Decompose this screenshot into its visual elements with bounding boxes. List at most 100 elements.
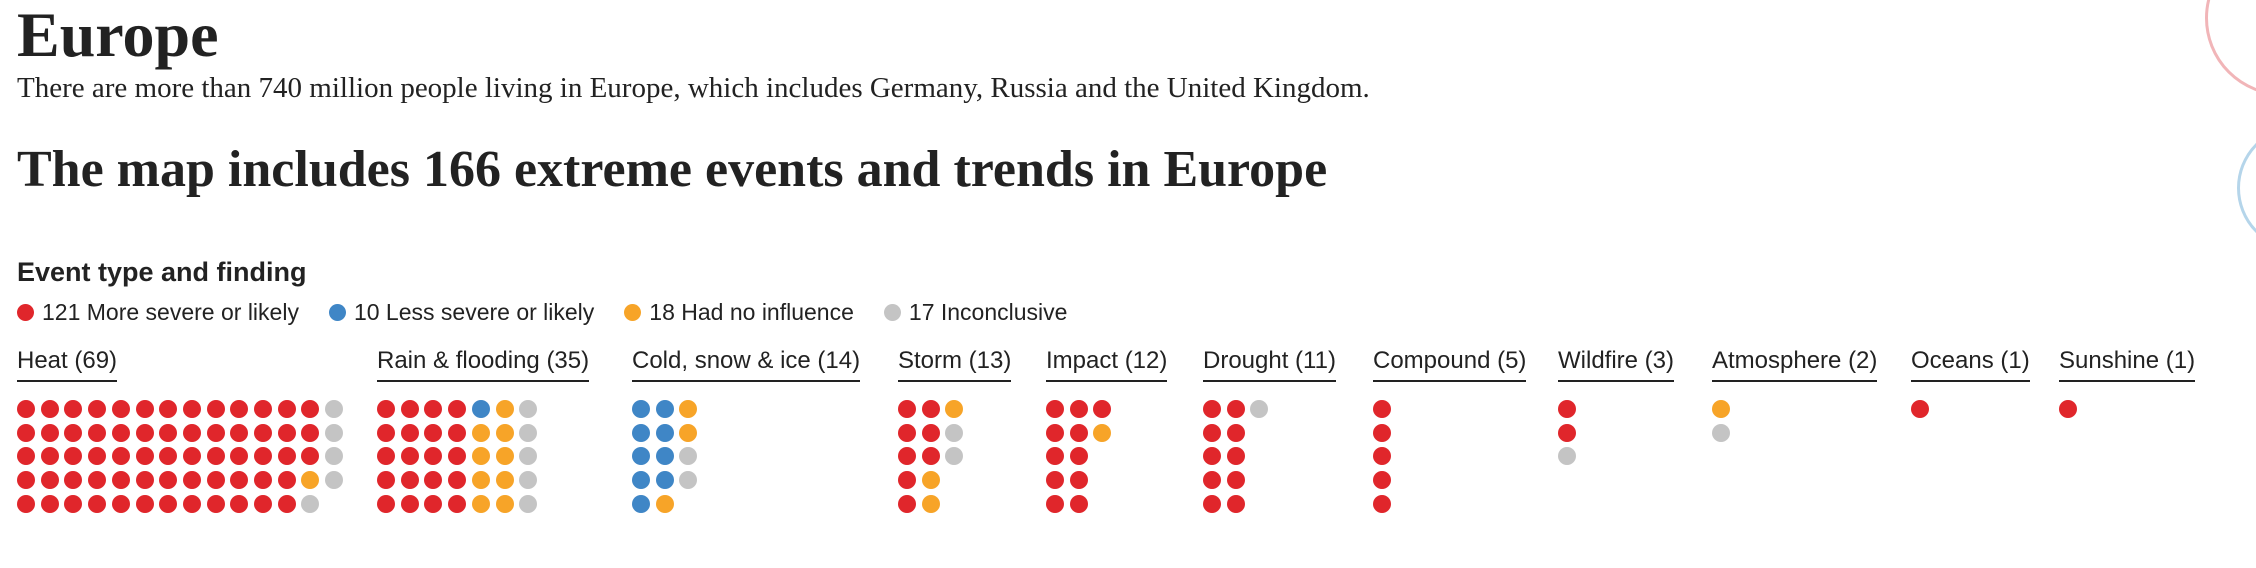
event-group: Sunshine (1): [2059, 346, 2196, 382]
event-group: Storm (13): [898, 346, 1012, 382]
legend-dot: [17, 303, 34, 321]
event-dot: [301, 423, 320, 442]
event-dot: [632, 423, 650, 442]
event-dot: [424, 494, 443, 513]
event-dot: [277, 423, 296, 442]
group-label: Compound (5): [1373, 346, 1527, 382]
event-dot: [377, 400, 395, 418]
event-dot: [301, 471, 320, 490]
event-dot: [1558, 400, 1576, 418]
event-dot: [945, 400, 964, 418]
event-dot: [471, 494, 490, 513]
event-dot: [159, 423, 178, 442]
legend-label: 121 More severe or likely: [42, 299, 299, 325]
event-dot: [64, 400, 83, 418]
event-dot: [1046, 471, 1064, 490]
group-label: Storm (13): [898, 346, 1012, 382]
event-dot: [17, 494, 35, 513]
stamp-decoration: [2237, 125, 2256, 251]
event-dot: [519, 423, 538, 442]
event-dot: [182, 494, 201, 513]
event-dot: [448, 494, 467, 513]
event-dot: [377, 423, 395, 442]
event-dot: [1069, 471, 1088, 490]
event-dot: [921, 400, 940, 418]
event-dot: [632, 447, 650, 466]
event-dot: [655, 494, 674, 513]
event-dot: [1558, 423, 1576, 442]
event-dot: [898, 447, 916, 466]
event-dot: [254, 400, 272, 418]
event-dot: [655, 471, 674, 490]
heading: The map includes 166 extreme events and …: [17, 141, 1328, 198]
event-dot: [448, 471, 467, 490]
event-dot: [325, 400, 344, 418]
event-dot: [448, 447, 467, 466]
legend-label: 10 Less severe or likely: [353, 299, 595, 325]
event-dot: [1373, 400, 1391, 418]
event-dot: [17, 447, 35, 466]
event-dot: [1046, 494, 1064, 513]
event-dot: [519, 400, 538, 418]
event-dot: [254, 447, 272, 466]
event-dot: [111, 447, 130, 466]
event-dot: [64, 494, 83, 513]
event-dot: [400, 400, 419, 418]
event-dot: [277, 400, 296, 418]
event-dot: [632, 471, 650, 490]
group-label: Atmosphere (2): [1712, 346, 1878, 382]
event-dot: [159, 400, 178, 418]
event-dot: [40, 471, 59, 490]
event-dot: [898, 423, 916, 442]
event-dot: [448, 423, 467, 442]
event-group: Drought (11): [1203, 346, 1336, 382]
event-dot: [1046, 423, 1064, 442]
group-label: Cold, snow & ice (14): [632, 346, 861, 382]
event-dot: [277, 494, 296, 513]
event-dot: [230, 447, 249, 466]
event-dot: [206, 423, 225, 442]
event-dot: [135, 423, 154, 442]
event-dot: [1911, 400, 1929, 418]
event-dot: [1226, 471, 1245, 490]
event-dot: [424, 423, 443, 442]
event-dot: [1203, 423, 1221, 442]
event-dot: [182, 400, 201, 418]
legend: 121 More severe or likely 10 Less severe …: [17, 297, 1067, 327]
event-dot: [230, 471, 249, 490]
event-dot: [64, 471, 83, 490]
event-dot: [898, 471, 916, 490]
event-dot: [135, 447, 154, 466]
event-dot: [230, 400, 249, 418]
legend-label: 18 Had no influence: [649, 299, 854, 325]
event-dot: [424, 447, 443, 466]
event-dot: [40, 494, 59, 513]
event-dot: [254, 494, 272, 513]
event-dot: [64, 423, 83, 442]
event-dot: [325, 447, 344, 466]
event-dot: [1250, 400, 1269, 418]
event-dot: [2059, 400, 2077, 418]
event-dot: [377, 494, 395, 513]
event-dot: [448, 400, 467, 418]
legend-dot: [883, 303, 901, 321]
title: Europe: [17, 0, 219, 70]
legend-label: 17 Inconclusive: [908, 299, 1068, 325]
stamp-decoration: [2205, 0, 2256, 96]
event-dot: [1069, 494, 1088, 513]
event-dot: [519, 447, 538, 466]
event-dot: [1093, 400, 1112, 418]
event-dot: [254, 471, 272, 490]
event-dot: [400, 447, 419, 466]
event-dot: [182, 471, 201, 490]
event-dot: [1712, 423, 1730, 442]
event-dot: [159, 447, 178, 466]
legend-item: 17 Inconclusive: [883, 297, 1068, 327]
event-dot: [921, 447, 940, 466]
event-dot: [921, 471, 940, 490]
group-label: Oceans (1): [1911, 346, 2030, 382]
event-group: Cold, snow & ice (14): [632, 346, 861, 382]
group-label: Rain & flooding (35): [377, 346, 590, 382]
event-dot: [945, 423, 964, 442]
